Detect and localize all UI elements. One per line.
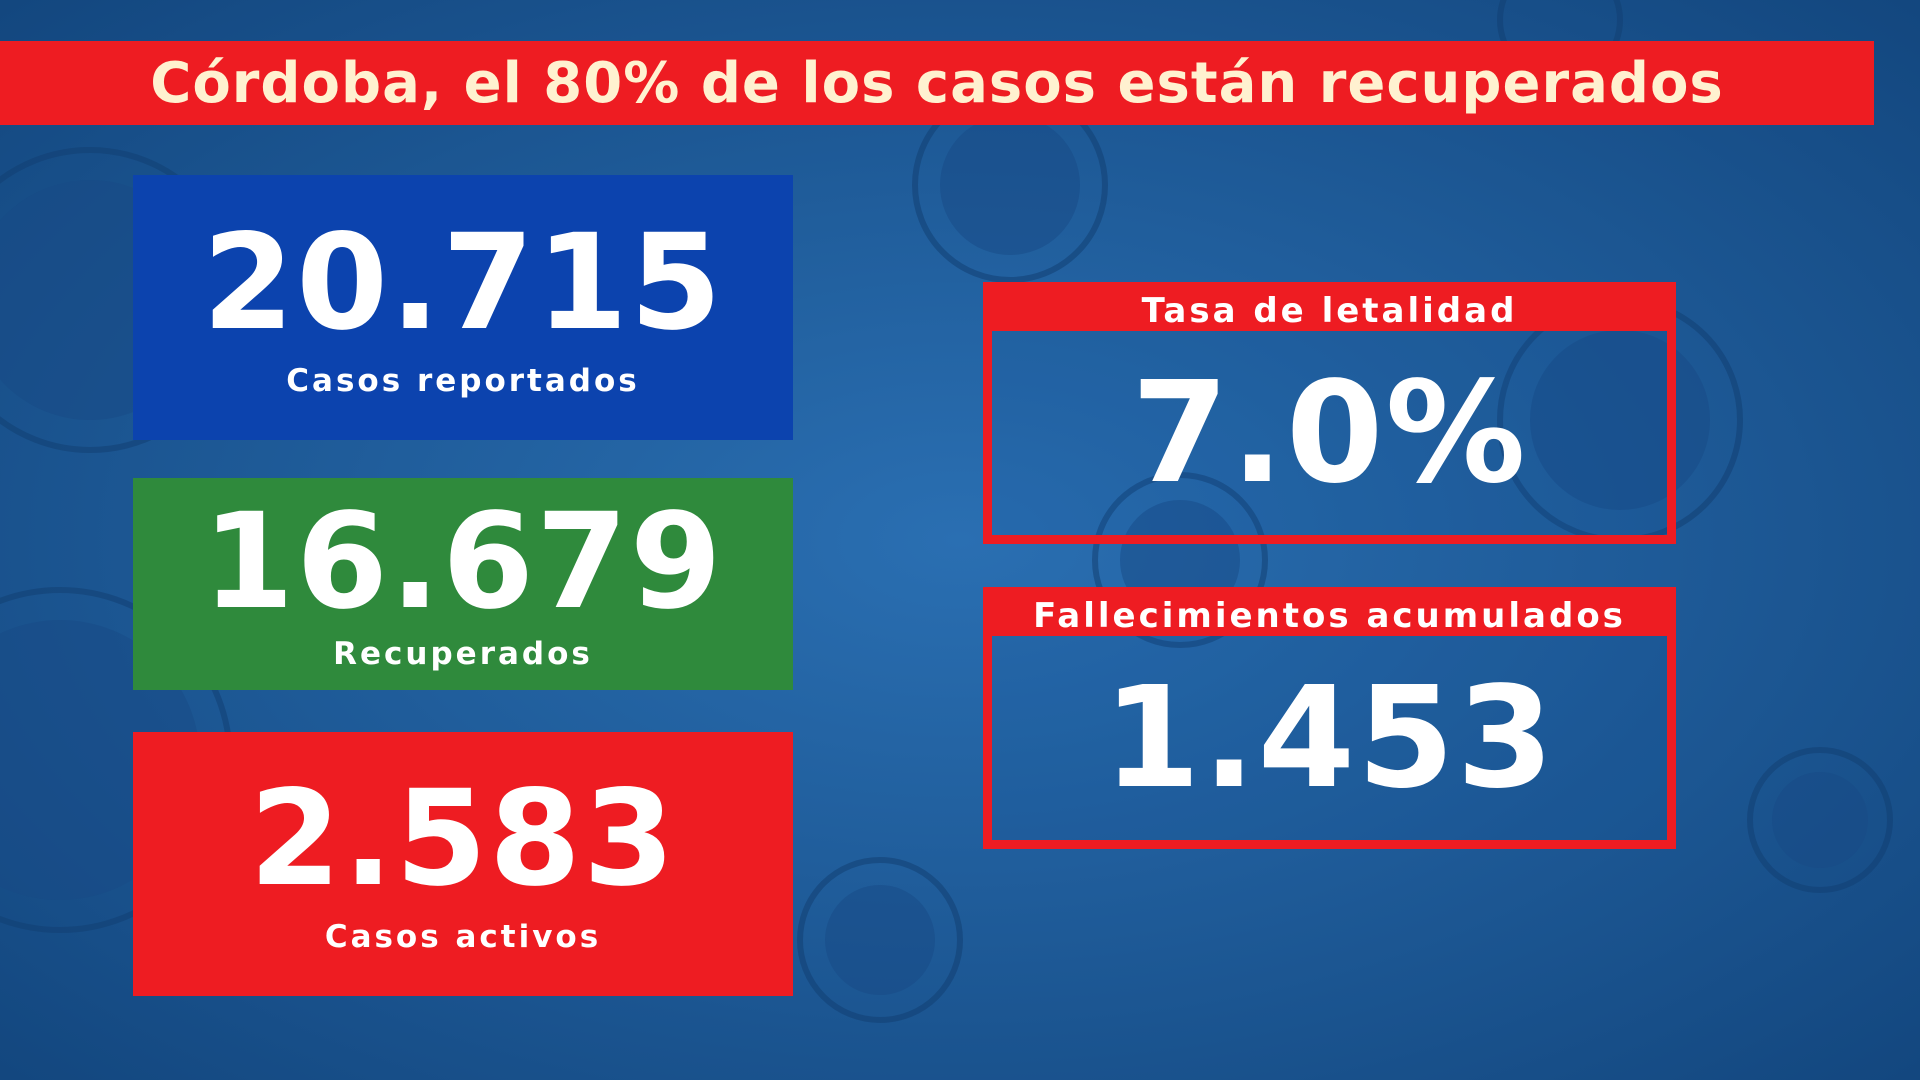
recovered-value: 16.679	[202, 485, 724, 639]
recovered-card: 16.679 Recuperados	[133, 478, 793, 690]
recovered-label: Recuperados	[333, 636, 593, 672]
reported-cases-label: Casos reportados	[286, 362, 640, 399]
cumulative-deaths-header: Fallecimientos acumulados	[992, 596, 1667, 636]
cumulative-deaths-label: Fallecimientos acumulados	[1033, 596, 1626, 636]
active-cases-label: Casos activos	[324, 919, 602, 955]
fatality-rate-box: Tasa de letalidad 7.0%	[983, 282, 1676, 544]
headline-text: Córdoba, el 80% de los casos están recup…	[150, 50, 1724, 116]
reported-cases-card: 20.715 Casos reportados	[133, 175, 793, 440]
active-cases-card: 2.583 Casos activos	[133, 732, 793, 996]
fatality-rate-value: 7.0%	[1131, 351, 1528, 515]
reported-cases-value: 20.715	[202, 205, 724, 360]
fatality-rate-header: Tasa de letalidad	[992, 291, 1667, 331]
fatality-rate-label: Tasa de letalidad	[1141, 291, 1518, 331]
cumulative-deaths-value: 1.453	[1103, 656, 1556, 820]
active-cases-value: 2.583	[249, 762, 677, 916]
cumulative-deaths-box: Fallecimientos acumulados 1.453	[983, 587, 1676, 849]
headline-banner: Córdoba, el 80% de los casos están recup…	[0, 41, 1874, 125]
